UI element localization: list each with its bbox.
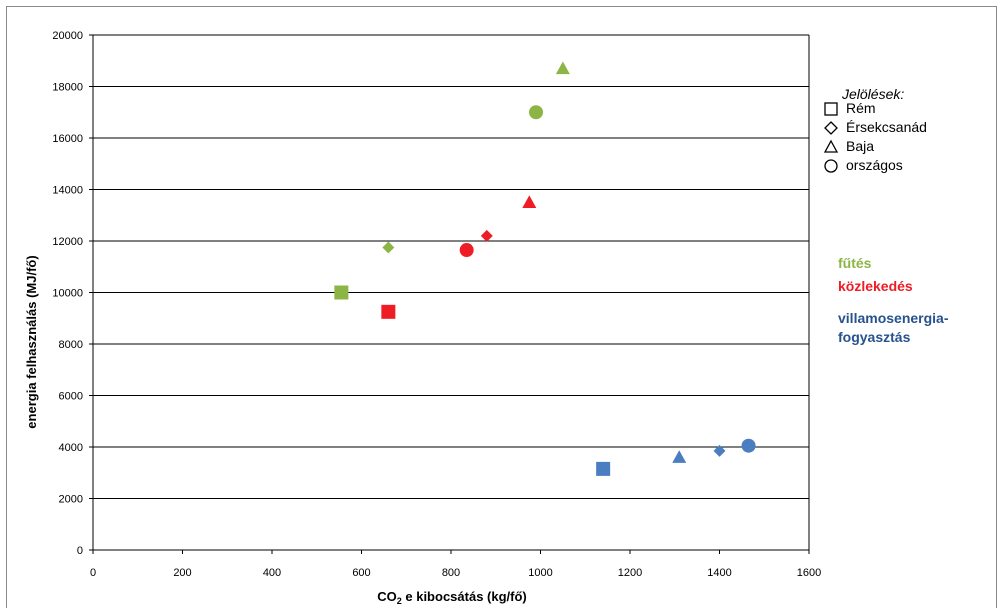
y-tick-label: 4000 [59,442,83,454]
y-tick-label: 12000 [52,236,83,248]
y-tick-label: 0 [77,545,83,557]
y-tick-label: 20000 [52,30,83,42]
category-labels: fűtés közlekedés villamosenergia-fogyasztá… [838,255,949,345]
data-point-square [596,461,611,476]
y-axis-title: energia felhasználás (MJ/fő) [24,255,39,428]
x-axis-title-co: CO [377,589,397,604]
x-tick-label: 1000 [528,567,552,579]
legend: Jelölések: Rém Érsekcsanád Baja országos [823,86,927,173]
legend-item: országos [824,157,903,173]
y-tick-label: 6000 [59,391,83,403]
x-tick-label: 1200 [618,567,642,579]
legend-title: Jelölések: [841,86,904,102]
x-tick-label: 1400 [707,567,731,579]
legend-item: Baja [823,138,874,154]
category-label: villamosenergia- [838,310,949,326]
x-tick-label: 0 [90,567,96,579]
x-axis-title: CO2 e kibocsátás (kg/fő) [377,589,527,606]
data-point-diamond [382,241,395,254]
data-point-square [334,285,349,300]
legend-label: országos [846,157,903,173]
legend-symbol-triangle [823,139,839,153]
data-points [334,61,756,476]
y-tick-label: 8000 [59,339,83,351]
data-point-triangle [522,195,537,208]
legend-label: Érsekcsanád [846,119,927,135]
y-tick-label: 14000 [52,185,83,197]
legend-item: Érsekcsanád [824,119,927,135]
x-tick-label: 1600 [797,567,821,579]
data-point-triangle [672,450,687,463]
grid-lines [89,34,810,554]
y-tick-label: 16000 [52,133,83,145]
data-point-diamond [480,229,493,242]
legend-label: Rém [846,100,876,116]
y-tick-labels: 0 2000 4000 6000 8000 10000 12000 14000 16000 180… [52,30,83,557]
legend-symbol-square [824,102,838,116]
legend-item: Rém [824,100,876,116]
x-tick-label: 200 [173,567,191,579]
category-label-line2: fogyasztás [838,329,911,345]
data-point-circle [459,243,474,258]
x-tick-labels: 0 200 400 600 800 1000 1200 1400 1600 [90,567,821,579]
category-label: közlekedés [838,278,913,294]
data-point-triangle [555,61,570,75]
data-point-circle [529,105,544,120]
x-tick-label: 600 [352,567,370,579]
y-tick-label: 2000 [59,494,83,506]
x-axis-title-subscript: 2 [397,596,402,606]
data-point-circle [741,438,756,453]
data-point-diamond [713,444,726,457]
legend-label: Baja [846,138,874,154]
x-axis-title-rest: e kibocsátás (kg/fő) [402,589,527,604]
data-point-square [381,304,396,319]
x-tick-label: 400 [263,567,281,579]
y-tick-label: 18000 [52,82,83,94]
chart-frame [6,6,997,608]
y-tick-label: 10000 [52,288,83,300]
category-label: fűtés [838,255,872,271]
legend-symbol-circle [824,159,838,173]
legend-symbol-diamond [824,121,838,135]
x-tick-label: 800 [442,567,460,579]
